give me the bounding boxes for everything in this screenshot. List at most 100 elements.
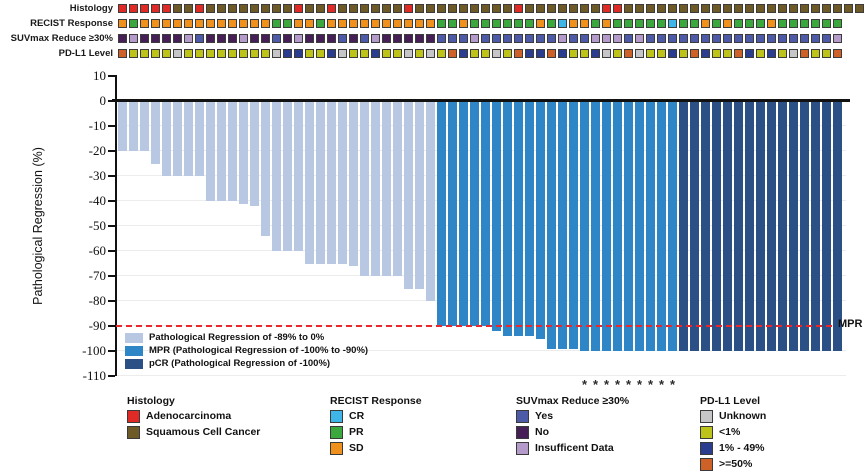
- track-cell-suvmax: [184, 34, 193, 43]
- plot-legend-swatch: [125, 358, 143, 369]
- track-cell-recist: [250, 19, 259, 28]
- waterfall-chart: 10 0 -10 -20 -30 -40 -50 -60 -70 -80 -90 -100 -110 MP…: [0, 66, 865, 392]
- track-cell-histology: [481, 4, 490, 13]
- y-tick: [108, 250, 115, 252]
- zero-line: [112, 99, 850, 102]
- track-cell-suvmax: [426, 34, 435, 43]
- track-cell-suvmax: [778, 34, 787, 43]
- y-tick: [108, 350, 115, 352]
- y-tick-label: -70: [88, 268, 106, 283]
- legend-swatch: [700, 426, 713, 439]
- track-cell-suvmax: [206, 34, 215, 43]
- track-cell-histology: [327, 4, 336, 13]
- track-cell-pdl1: [525, 49, 534, 58]
- bar: [580, 102, 589, 351]
- track-cell-recist: [437, 19, 446, 28]
- track-cell-pdl1: [514, 49, 523, 58]
- track-cell-histology: [855, 4, 864, 13]
- track-cell-suvmax: [305, 34, 314, 43]
- track-cell-suvmax: [459, 34, 468, 43]
- bar: [228, 102, 237, 201]
- track-cell-histology: [734, 4, 743, 13]
- bar: [327, 102, 336, 264]
- track-cell-recist: [316, 19, 325, 28]
- track-cell-pdl1: [734, 49, 743, 58]
- track-cell-pdl1: [723, 49, 732, 58]
- track-cell-pdl1: [811, 49, 820, 58]
- track-cell-suvmax: [338, 34, 347, 43]
- legend-item-label: >=50%: [719, 458, 753, 470]
- bar: [217, 102, 226, 201]
- track-cell-pdl1: [789, 49, 798, 58]
- legend-item-label: Insufficent Data: [535, 442, 614, 454]
- track-cell-suvmax: [162, 34, 171, 43]
- track-cell-pdl1: [294, 49, 303, 58]
- y-tick-label: -30: [88, 168, 106, 183]
- track-cell-suvmax: [701, 34, 710, 43]
- track-cell-histology: [778, 4, 787, 13]
- y-tick: [108, 200, 115, 202]
- track-cell-recist: [701, 19, 710, 28]
- bar: [569, 102, 578, 349]
- track-cell-suvmax: [316, 34, 325, 43]
- bar: [657, 102, 666, 351]
- asterisk-marker: *: [636, 377, 643, 392]
- track-cell-histology: [261, 4, 270, 13]
- y-tick-label: 10: [93, 68, 106, 83]
- track-label-recist: RECIST Response: [30, 18, 113, 29]
- bar: [503, 102, 512, 336]
- track-cell-histology: [371, 4, 380, 13]
- legend-swatch: [516, 442, 529, 455]
- track-cell-suvmax: [613, 34, 622, 43]
- track-cell-recist: [624, 19, 633, 28]
- track-cell-suvmax: [228, 34, 237, 43]
- gridline: [115, 175, 846, 176]
- plot-legend-swatch: [125, 332, 143, 343]
- legend-swatch: [330, 426, 343, 439]
- y-tick-label: 0: [99, 93, 107, 108]
- legend-swatch: [127, 426, 140, 439]
- track-cell-pdl1: [646, 49, 655, 58]
- track-cell-suvmax: [371, 34, 380, 43]
- track-cell-recist: [690, 19, 699, 28]
- track-cell-suvmax: [745, 34, 754, 43]
- track-cell-pdl1: [437, 49, 446, 58]
- bar: [547, 102, 556, 349]
- track-cell-recist: [635, 19, 644, 28]
- y-tick-label: -40: [88, 193, 106, 208]
- track-cell-pdl1: [800, 49, 809, 58]
- track-label-pdl1: PD-L1 Level: [58, 48, 113, 59]
- gridline: [115, 200, 846, 201]
- asterisk-marker: *: [603, 377, 610, 392]
- track-cell-suvmax: [811, 34, 820, 43]
- track-cell-histology: [536, 4, 545, 13]
- track-cell-recist: [580, 19, 589, 28]
- y-tick-label: -110: [82, 368, 106, 383]
- track-cell-histology: [360, 4, 369, 13]
- track-cell-suvmax: [437, 34, 446, 43]
- annotation-tracks: Histology RECIST Response SUVmax Reduce ≥3…: [0, 0, 865, 66]
- track-cell-pdl1: [624, 49, 633, 58]
- track-cell-suvmax: [525, 34, 534, 43]
- track-cell-suvmax: [547, 34, 556, 43]
- track-cell-recist: [525, 19, 534, 28]
- legend-swatch: [516, 410, 529, 423]
- track-cell-pdl1: [668, 49, 677, 58]
- track-cell-suvmax: [393, 34, 402, 43]
- bar: [756, 102, 765, 351]
- track-cell-recist: [360, 19, 369, 28]
- bar: [525, 102, 534, 336]
- track-cell-pdl1: [470, 49, 479, 58]
- asterisk-marker: *: [658, 377, 665, 392]
- bar: [338, 102, 347, 264]
- track-cell-recist: [371, 19, 380, 28]
- track-cell-pdl1: [195, 49, 204, 58]
- track-cell-pdl1: [569, 49, 578, 58]
- track-cell-pdl1: [118, 49, 127, 58]
- track-cell-histology: [558, 4, 567, 13]
- bar: [239, 102, 248, 204]
- track-cell-recist: [239, 19, 248, 28]
- y-tick: [108, 125, 115, 127]
- track-cell-suvmax: [734, 34, 743, 43]
